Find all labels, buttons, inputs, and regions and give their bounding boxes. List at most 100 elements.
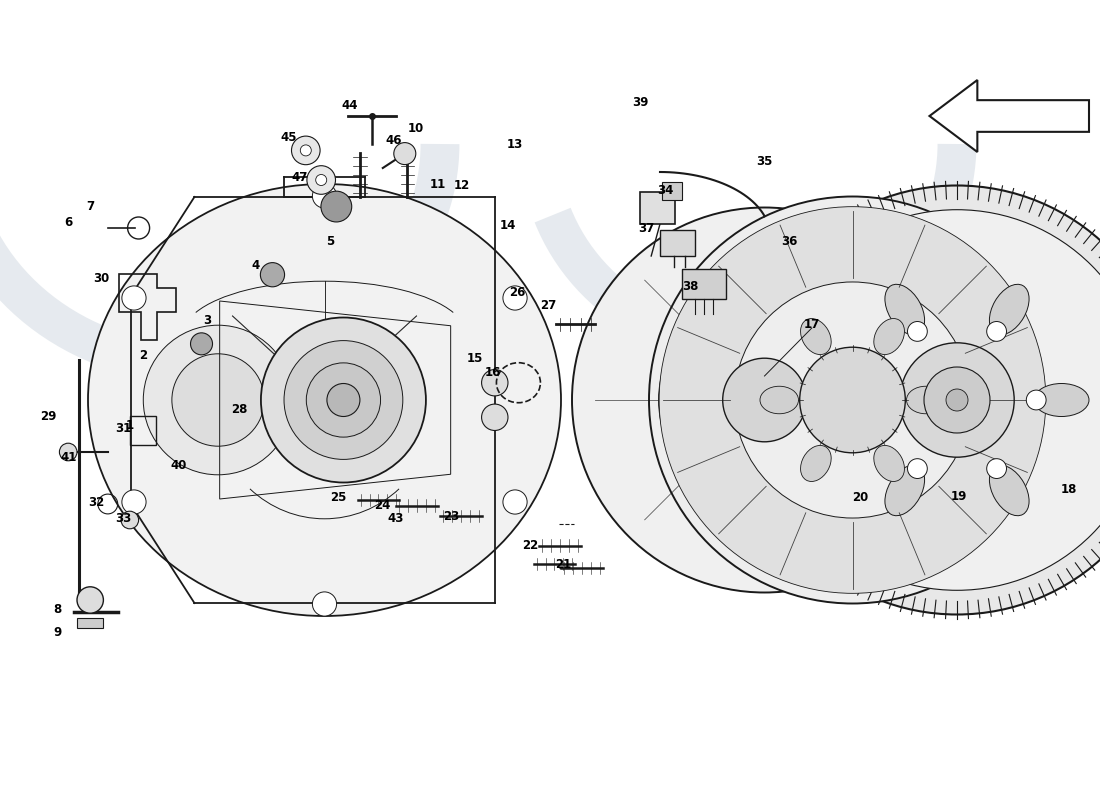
Ellipse shape <box>825 383 880 417</box>
Text: 46: 46 <box>386 134 403 146</box>
Text: 18: 18 <box>1062 483 1077 496</box>
Ellipse shape <box>873 446 904 482</box>
Circle shape <box>261 262 285 287</box>
Circle shape <box>261 318 426 482</box>
Circle shape <box>908 458 927 478</box>
Text: 13: 13 <box>507 138 522 150</box>
Text: 21: 21 <box>556 558 571 570</box>
Circle shape <box>300 145 311 156</box>
Circle shape <box>900 342 1014 457</box>
Text: 10: 10 <box>408 122 424 134</box>
Text: 47: 47 <box>292 171 307 184</box>
Text: 31: 31 <box>116 422 131 434</box>
Circle shape <box>723 358 806 442</box>
Ellipse shape <box>884 466 925 516</box>
Circle shape <box>121 511 139 529</box>
Circle shape <box>172 354 264 446</box>
Circle shape <box>503 490 527 514</box>
Circle shape <box>312 592 337 616</box>
Text: eurospares: eurospares <box>148 314 336 366</box>
Text: 4: 4 <box>251 259 260 272</box>
Circle shape <box>659 294 870 506</box>
Text: 45: 45 <box>279 131 296 144</box>
Text: 9: 9 <box>53 626 62 638</box>
Circle shape <box>59 443 77 461</box>
Text: 40: 40 <box>170 459 186 472</box>
Polygon shape <box>930 80 1089 152</box>
Text: 32: 32 <box>89 496 104 509</box>
Ellipse shape <box>906 386 945 414</box>
Circle shape <box>143 325 293 475</box>
Text: 2: 2 <box>139 350 147 362</box>
Ellipse shape <box>88 184 561 616</box>
Circle shape <box>482 404 508 430</box>
Ellipse shape <box>989 284 1030 334</box>
Text: 12: 12 <box>454 179 470 192</box>
Text: 23: 23 <box>443 510 459 522</box>
Circle shape <box>987 322 1007 342</box>
Text: 17: 17 <box>804 318 820 330</box>
Ellipse shape <box>1034 383 1089 417</box>
FancyBboxPatch shape <box>682 269 726 299</box>
Text: 5: 5 <box>326 235 334 248</box>
Circle shape <box>312 184 337 208</box>
Text: 28: 28 <box>232 403 248 416</box>
Circle shape <box>800 347 905 453</box>
Circle shape <box>868 390 888 410</box>
Ellipse shape <box>801 446 832 482</box>
Circle shape <box>284 341 403 459</box>
Circle shape <box>316 174 327 186</box>
Text: 15: 15 <box>468 352 483 365</box>
Circle shape <box>394 142 416 165</box>
Circle shape <box>572 207 957 593</box>
Circle shape <box>306 363 381 437</box>
Text: 20: 20 <box>852 491 868 504</box>
Text: 3: 3 <box>202 314 211 326</box>
Circle shape <box>122 490 146 514</box>
Text: 8: 8 <box>53 603 62 616</box>
Circle shape <box>649 197 1056 603</box>
Circle shape <box>908 322 927 342</box>
Text: 30: 30 <box>94 272 109 285</box>
Text: 25: 25 <box>331 491 346 504</box>
FancyBboxPatch shape <box>662 182 682 200</box>
Text: 16: 16 <box>485 366 501 378</box>
Text: 11: 11 <box>430 178 446 190</box>
Text: 43: 43 <box>388 512 404 525</box>
Text: 37: 37 <box>639 222 654 234</box>
Text: 26: 26 <box>509 286 525 298</box>
Circle shape <box>946 389 968 411</box>
Text: 27: 27 <box>540 299 556 312</box>
Text: 29: 29 <box>41 410 56 422</box>
Text: 24: 24 <box>375 499 390 512</box>
Text: eurospares: eurospares <box>644 317 830 363</box>
Circle shape <box>742 186 1100 614</box>
Circle shape <box>77 587 103 613</box>
FancyBboxPatch shape <box>660 230 695 256</box>
Circle shape <box>307 166 336 194</box>
Circle shape <box>659 206 1046 594</box>
Ellipse shape <box>873 318 904 354</box>
Polygon shape <box>77 618 103 628</box>
Text: 6: 6 <box>64 216 73 229</box>
Ellipse shape <box>884 284 925 334</box>
Circle shape <box>503 286 527 310</box>
Circle shape <box>735 282 970 518</box>
Circle shape <box>327 383 360 417</box>
Circle shape <box>122 286 146 310</box>
Text: 33: 33 <box>116 512 131 525</box>
Text: 41: 41 <box>60 451 76 464</box>
Ellipse shape <box>989 466 1030 516</box>
Text: 35: 35 <box>757 155 772 168</box>
Text: 7: 7 <box>86 200 95 213</box>
Text: 36: 36 <box>782 235 797 248</box>
Circle shape <box>482 370 508 396</box>
Circle shape <box>767 210 1100 590</box>
Text: 34: 34 <box>658 184 673 197</box>
Text: 19: 19 <box>952 490 967 502</box>
Circle shape <box>1026 390 1046 410</box>
Ellipse shape <box>760 386 799 414</box>
Circle shape <box>190 333 212 355</box>
Circle shape <box>321 191 352 222</box>
Text: 38: 38 <box>683 280 698 293</box>
